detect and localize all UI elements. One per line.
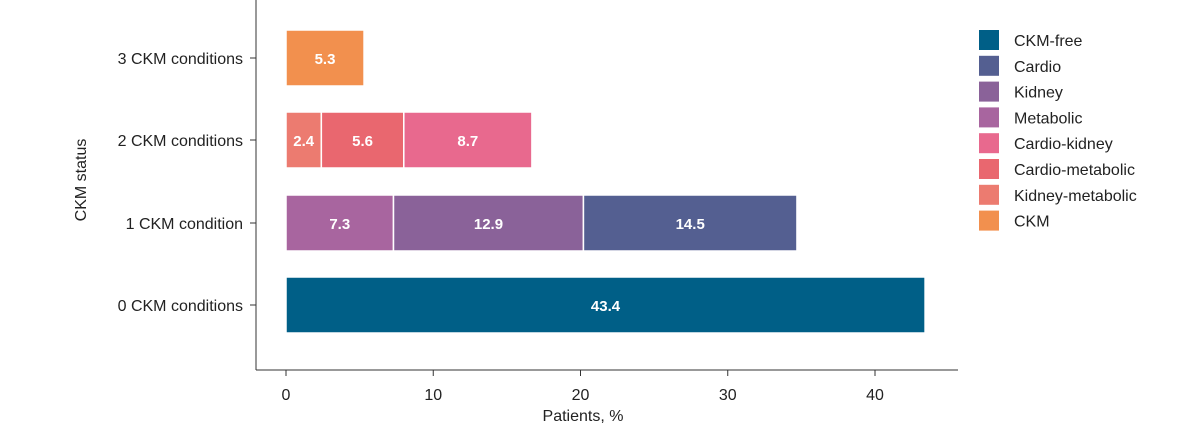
x-tick-label: 0 bbox=[282, 387, 291, 404]
legend-swatch-ckm-free bbox=[979, 30, 999, 50]
legend-swatch-ckm bbox=[979, 210, 999, 231]
x-axis-title: Patients, % bbox=[543, 408, 624, 425]
axes: 0 10 20 30 40 0 CKM conditions 1 CKM condition… bbox=[118, 0, 958, 404]
legend-label-kidney-metabolic: Kidney-metabolic bbox=[1014, 188, 1137, 205]
legend-label-ckm-free: CKM-free bbox=[1014, 33, 1083, 50]
bar-label-kidney: 12.9 bbox=[474, 216, 503, 233]
x-tick-label: 40 bbox=[866, 387, 884, 404]
bar-ckm-free bbox=[285, 276, 926, 334]
bar-label-metabolic: 7.3 bbox=[329, 216, 350, 233]
x-tick-label: 30 bbox=[719, 387, 737, 404]
bar-cardio-metabolic bbox=[320, 111, 405, 169]
legend-label-metabolic: Metabolic bbox=[1014, 110, 1082, 127]
legend-label-cardio: Cardio bbox=[1014, 59, 1061, 76]
segment-labels: 43.4 7.3 12.9 14.5 2.4 5.6 8.7 5.3 bbox=[293, 51, 705, 315]
bar-label-cardio-kidney: 8.7 bbox=[457, 133, 478, 150]
bar-label-cardio-metabolic: 5.6 bbox=[352, 133, 373, 150]
bars bbox=[285, 29, 926, 334]
y-tick-label: 1 CKM condition bbox=[126, 216, 243, 233]
y-tick-label: 3 CKM conditions bbox=[118, 51, 243, 68]
legend-swatch-kidney-metabolic bbox=[979, 184, 999, 205]
legend-swatch-cardio-kidney bbox=[979, 133, 999, 154]
x-tick-label: 10 bbox=[424, 387, 442, 404]
bar-cardio bbox=[582, 194, 798, 252]
legend-swatch-cardio bbox=[979, 55, 999, 76]
bar-label-ckm: 5.3 bbox=[315, 51, 336, 68]
bar-kidney bbox=[392, 194, 585, 252]
legend: CKM-free Cardio Kidney Metabolic Cardio-kidn… bbox=[979, 30, 1137, 231]
legend-label-cardio-kidney: Cardio-kidney bbox=[1014, 136, 1113, 153]
bar-ckm bbox=[285, 29, 365, 87]
bar-label-ckm-free: 43.4 bbox=[591, 298, 621, 315]
bar-cardio-kidney bbox=[403, 111, 533, 169]
legend-swatch-kidney bbox=[979, 81, 999, 102]
legend-label-ckm: CKM bbox=[1014, 214, 1050, 231]
y-tick-label: 2 CKM conditions bbox=[118, 133, 243, 150]
y-axis-title: CKM status bbox=[73, 139, 90, 222]
y-tick-label: 0 CKM conditions bbox=[118, 298, 243, 315]
legend-swatch-metabolic bbox=[979, 107, 999, 128]
legend-label-kidney: Kidney bbox=[1014, 85, 1063, 102]
bar-label-kidney-metabolic: 2.4 bbox=[293, 133, 315, 150]
bar-label-cardio: 14.5 bbox=[676, 216, 705, 233]
bar-kidney-metabolic bbox=[285, 111, 323, 169]
legend-swatch-cardio-metabolic bbox=[979, 159, 999, 179]
legend-label-cardio-metabolic: Cardio-metabolic bbox=[1014, 162, 1135, 179]
x-tick-label: 20 bbox=[572, 387, 590, 404]
